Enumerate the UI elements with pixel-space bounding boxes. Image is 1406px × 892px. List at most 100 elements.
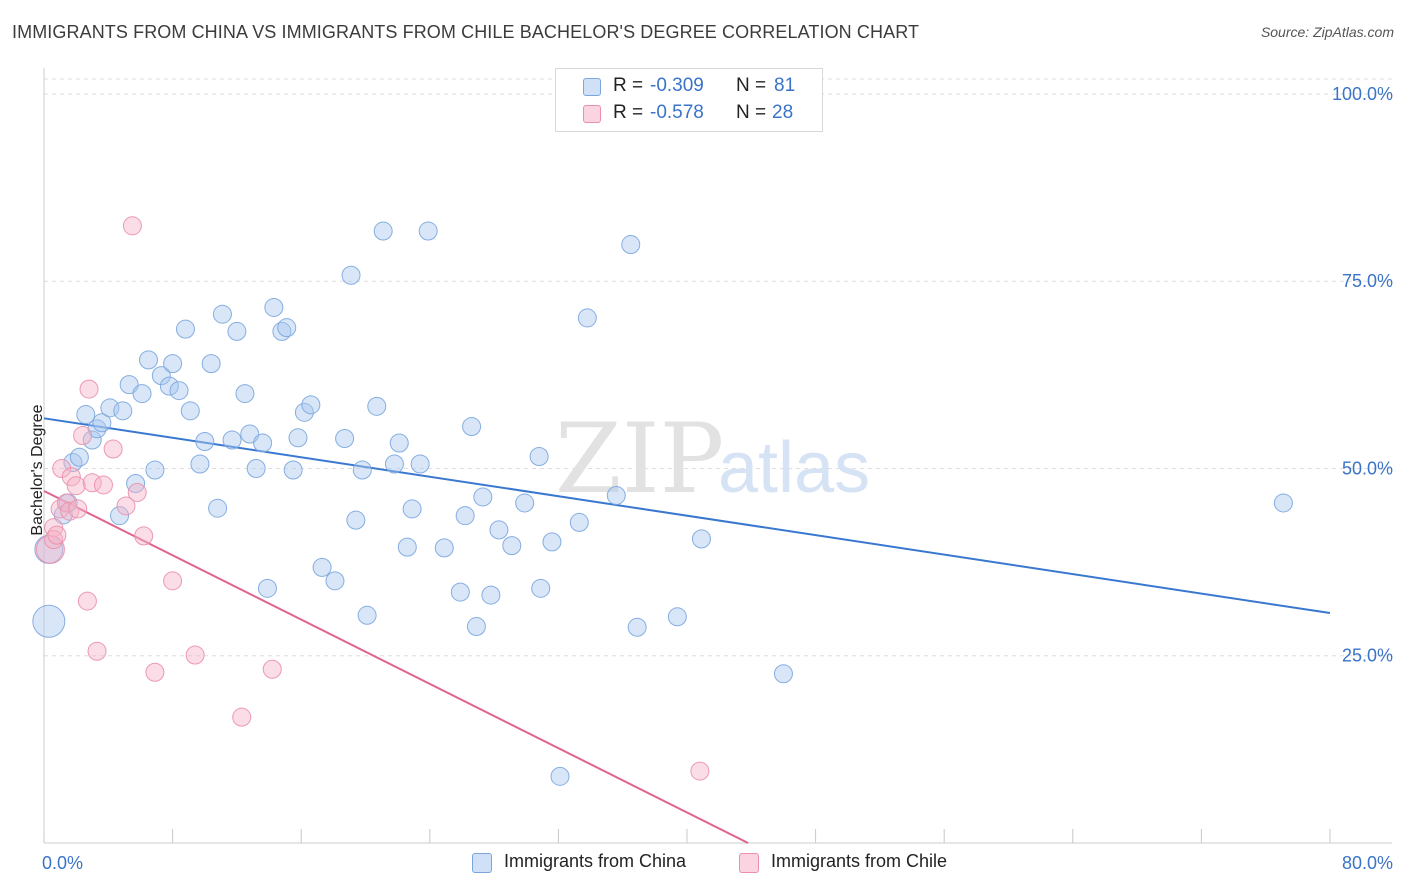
data-point-china (462, 417, 482, 437)
data-point-china (163, 354, 183, 374)
data-point-china (1273, 493, 1293, 513)
data-point-chile (61, 467, 81, 487)
stats-n-label: N = (736, 75, 767, 96)
legend-swatch-chile (739, 853, 759, 873)
data-point-china (113, 401, 133, 421)
data-point-china (69, 447, 89, 467)
data-point-china (100, 398, 120, 418)
grid-layer (44, 78, 1392, 657)
data-point-china (246, 458, 266, 478)
chart-title: IMMIGRANTS FROM CHINA VS IMMIGRANTS FROM… (12, 22, 920, 42)
data-point-chile (77, 591, 97, 611)
data-point-china (531, 578, 551, 598)
data-point-chile (103, 439, 123, 459)
data-point-china (294, 402, 314, 422)
data-point-china (389, 433, 409, 453)
stats-row-china: R = -0.309 N = 81 (556, 75, 822, 101)
data-point-chile (116, 496, 136, 516)
data-point-china (502, 536, 522, 556)
data-point-chile (52, 458, 72, 478)
y-tick-label: 50.0% (1342, 458, 1393, 478)
data-point-china (489, 520, 509, 540)
data-point-china (169, 381, 189, 401)
data-point-chile (35, 534, 65, 564)
y-tick-label: 75.0% (1342, 271, 1393, 291)
series-chile (35, 216, 710, 781)
stats-r-label: R = (613, 102, 644, 123)
data-point-china (773, 664, 793, 684)
data-point-china (434, 538, 454, 558)
stats-r-label: R = (613, 75, 644, 96)
data-point-china (691, 529, 711, 549)
data-point-china (76, 405, 96, 425)
stats-n-value: 28 (772, 102, 794, 123)
data-point-chile (93, 475, 113, 495)
data-point-china (473, 487, 493, 507)
data-point-chile (122, 216, 142, 236)
axis-layer (43, 68, 1392, 844)
data-point-china (352, 460, 372, 480)
data-point-china (325, 571, 345, 591)
data-point-chile (134, 526, 154, 546)
stats-swatch-chile (583, 105, 601, 123)
stats-swatch-china (583, 78, 601, 96)
y-tick-label: 100.0% (1332, 84, 1393, 104)
data-point-china (195, 432, 215, 452)
points-layer (32, 216, 1293, 786)
data-point-china (606, 485, 626, 505)
data-point-china (418, 221, 438, 241)
data-point-china (410, 454, 430, 474)
data-point-chile (185, 645, 205, 665)
data-point-china (138, 350, 158, 370)
data-point-chile (66, 476, 86, 496)
data-point-china (212, 304, 232, 324)
legend-swatch-china (472, 853, 492, 873)
stats-n-label: N = (736, 102, 767, 123)
data-point-china (346, 510, 366, 530)
data-point-china (151, 366, 171, 386)
data-point-china (288, 428, 308, 448)
y-tick-label: 25.0% (1342, 646, 1393, 666)
data-point-china (335, 429, 355, 449)
legend-label-china: Immigrants from China (504, 851, 687, 871)
stats-r-value: -0.309 (650, 75, 704, 96)
data-point-china (235, 384, 255, 404)
data-point-china (542, 532, 562, 552)
y-axis-label: Bachelor's Degree (29, 404, 46, 536)
data-point-china (466, 617, 486, 637)
data-point-china (397, 537, 417, 557)
source-label: Source: ZipAtlas.com (1260, 24, 1394, 40)
data-point-china (227, 321, 247, 341)
data-point-china (301, 395, 321, 415)
data-point-china (367, 396, 387, 416)
data-point-china (627, 617, 647, 637)
stats-r-value: -0.578 (650, 102, 704, 123)
data-point-china (257, 578, 277, 598)
data-point-china (455, 506, 475, 526)
data-point-chile (79, 379, 99, 399)
watermark-atlas: atlas (718, 428, 870, 508)
data-point-chile (60, 501, 80, 521)
data-point-china (283, 460, 303, 480)
data-point-china (312, 557, 332, 577)
data-point-china (550, 766, 570, 786)
data-point-china (222, 430, 242, 450)
data-point-china (159, 376, 179, 396)
data-point-china (145, 460, 165, 480)
data-point-china (201, 354, 221, 374)
data-point-china (384, 454, 404, 474)
x-tick-label: 80.0% (1342, 853, 1393, 873)
data-point-china (450, 582, 470, 602)
data-point-china (357, 605, 377, 625)
data-point-china (92, 413, 112, 433)
data-point-chile (262, 659, 282, 679)
data-point-chile (690, 761, 710, 781)
data-point-china (515, 493, 535, 513)
data-point-china (621, 235, 641, 255)
data-point-chile (68, 499, 88, 519)
x-tick-label: 0.0% (42, 853, 83, 873)
data-point-china (667, 607, 687, 627)
data-point-china (264, 297, 284, 317)
data-point-china (180, 401, 200, 421)
